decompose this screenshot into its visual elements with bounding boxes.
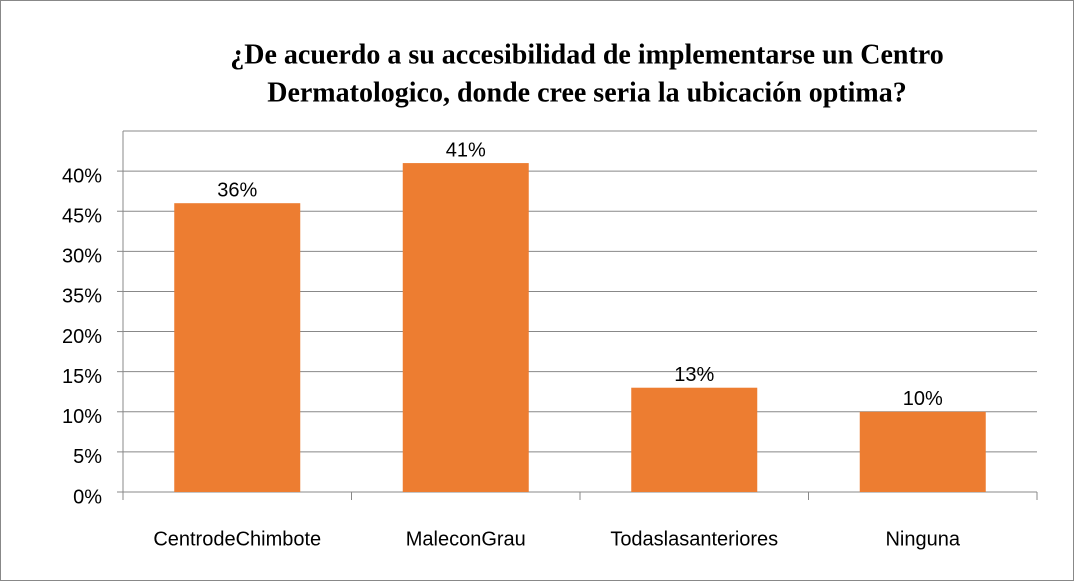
y-tick-label: 35% — [62, 286, 102, 308]
data-label: 36% — [217, 179, 257, 201]
y-tick-label: 40% — [62, 165, 102, 187]
bar — [631, 387, 758, 492]
y-tick-label: 45% — [62, 206, 102, 228]
y-tick-label: 15% — [62, 366, 102, 388]
y-tick-label: 0% — [73, 486, 102, 508]
data-label: 10% — [903, 388, 943, 410]
data-label: 41% — [446, 139, 486, 161]
y-tick-label: 20% — [62, 326, 102, 348]
bar — [402, 163, 529, 493]
x-tick-label: Todaslasanteriores — [610, 528, 778, 550]
x-tick-label: CentrodeChimbote — [153, 528, 321, 550]
bar — [859, 411, 986, 492]
chart-title: ¿De acuerdo a su accesibilidad de implem… — [230, 39, 943, 70]
x-tick-label: MaleconGrau — [406, 528, 526, 550]
data-label: 13% — [674, 364, 714, 386]
y-tick-label: 5% — [73, 446, 102, 468]
y-tick-label: 10% — [62, 406, 102, 428]
bar — [174, 203, 301, 492]
chart-title: Dermatologico, donde cree seria la ubica… — [267, 77, 907, 108]
y-tick-label: 30% — [62, 246, 102, 268]
x-tick-label: Ninguna — [885, 528, 960, 550]
